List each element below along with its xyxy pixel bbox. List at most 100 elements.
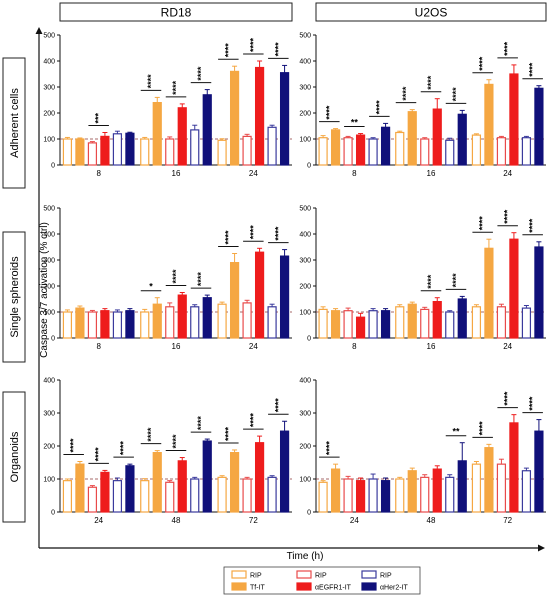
category-label: 24 bbox=[503, 342, 512, 351]
y-tick-label: 100 bbox=[299, 137, 311, 144]
significance-label: **** bbox=[196, 416, 206, 431]
y-tick-label: 200 bbox=[299, 444, 311, 451]
y-tick-label: 100 bbox=[43, 310, 55, 317]
bar bbox=[420, 308, 430, 339]
row-header-box-spheroids bbox=[2, 231, 26, 363]
significance-label: **** bbox=[401, 86, 411, 101]
global-y-axis-arrow bbox=[35, 27, 43, 34]
bar bbox=[75, 138, 85, 166]
y-tick-label: 400 bbox=[43, 232, 55, 239]
legend-swatch bbox=[361, 582, 377, 591]
column-header-u2os: U2OS bbox=[415, 6, 448, 20]
significance-label: **** bbox=[503, 209, 513, 224]
panel-0: 0 100 200 300 400 500 *** 8 **** **** **** 16 **** **… bbox=[43, 33, 292, 178]
legend-label: RIP bbox=[250, 573, 262, 580]
y-tick-label: 300 bbox=[299, 258, 311, 265]
significance-label: **** bbox=[171, 80, 181, 95]
significance-label: *** bbox=[94, 112, 104, 123]
category-label: 72 bbox=[503, 516, 512, 525]
y-tick-label: 500 bbox=[299, 206, 311, 213]
bar bbox=[318, 481, 328, 513]
bar bbox=[202, 440, 212, 513]
legend-label: αHer2-IT bbox=[380, 585, 408, 592]
category-label: 8 bbox=[96, 342, 101, 351]
bar bbox=[279, 430, 290, 513]
bar bbox=[343, 137, 353, 166]
bar bbox=[254, 442, 265, 513]
bar bbox=[355, 134, 366, 166]
y-tick-label: 400 bbox=[43, 59, 55, 66]
bar bbox=[62, 138, 73, 166]
bar bbox=[380, 310, 391, 339]
category-label: 48 bbox=[427, 516, 436, 525]
y-tick-label: 500 bbox=[43, 33, 55, 40]
category-label: 16 bbox=[427, 342, 436, 351]
row-header-spheroids: Single spheroids bbox=[9, 256, 21, 338]
bar bbox=[457, 298, 467, 339]
bar bbox=[432, 108, 442, 166]
bar bbox=[267, 306, 277, 339]
bar bbox=[152, 101, 162, 166]
row-header-box-organoids bbox=[2, 391, 26, 523]
bar bbox=[509, 422, 519, 513]
bar bbox=[100, 135, 110, 166]
row-header-adherent: Adherent cells bbox=[9, 88, 21, 158]
y-tick-label: 0 bbox=[307, 336, 311, 343]
row-header-box-adherent bbox=[2, 57, 26, 189]
y-tick-label: 100 bbox=[299, 310, 311, 317]
bar bbox=[140, 138, 150, 166]
bar bbox=[177, 294, 187, 339]
y-tick-label: 200 bbox=[43, 284, 55, 291]
bar bbox=[380, 126, 391, 166]
bar bbox=[343, 478, 353, 513]
legend-swatch bbox=[361, 570, 377, 579]
bar bbox=[87, 311, 98, 339]
bar bbox=[87, 142, 98, 166]
y-tick-label: 400 bbox=[299, 59, 311, 66]
bar bbox=[407, 111, 417, 166]
y-tick-label: 200 bbox=[43, 444, 55, 451]
bar bbox=[445, 139, 455, 166]
significance-label: **** bbox=[119, 441, 129, 456]
bar bbox=[202, 297, 212, 339]
bar bbox=[380, 480, 391, 513]
significance-label: **** bbox=[94, 447, 104, 462]
bar bbox=[140, 311, 150, 339]
category-label: 24 bbox=[94, 516, 103, 525]
bar bbox=[165, 306, 175, 339]
bar bbox=[165, 481, 175, 513]
y-tick-label: 300 bbox=[43, 85, 55, 92]
panel-5: 0 100 200 300 400 **** 24 ** 48 **** **** **** 72 bbox=[299, 378, 546, 525]
bar bbox=[229, 262, 240, 339]
bar bbox=[217, 476, 227, 513]
bar bbox=[420, 138, 430, 166]
bar bbox=[534, 87, 544, 166]
category-label: 24 bbox=[249, 169, 258, 178]
bar bbox=[140, 480, 150, 513]
significance-label: **** bbox=[503, 41, 513, 56]
significance-label: **** bbox=[273, 226, 283, 241]
bar bbox=[202, 94, 212, 166]
y-tick-label: 200 bbox=[299, 284, 311, 291]
bar bbox=[190, 478, 200, 513]
y-tick-label: 400 bbox=[299, 232, 311, 239]
bar bbox=[75, 463, 85, 513]
bar bbox=[368, 478, 378, 513]
bar bbox=[177, 107, 187, 166]
bar bbox=[496, 306, 507, 339]
legend-swatch bbox=[296, 570, 312, 579]
bar bbox=[432, 468, 442, 513]
significance-label: **** bbox=[426, 274, 436, 289]
bar bbox=[395, 306, 405, 339]
significance-label: **** bbox=[273, 42, 283, 57]
bar bbox=[152, 452, 162, 513]
column-header-rd18: RD18 bbox=[161, 6, 192, 20]
bar bbox=[112, 480, 123, 513]
bar bbox=[355, 480, 366, 513]
y-tick-label: 100 bbox=[299, 477, 311, 484]
category-label: 8 bbox=[352, 169, 357, 178]
significance-label: **** bbox=[171, 269, 181, 284]
legend-box bbox=[223, 566, 421, 595]
